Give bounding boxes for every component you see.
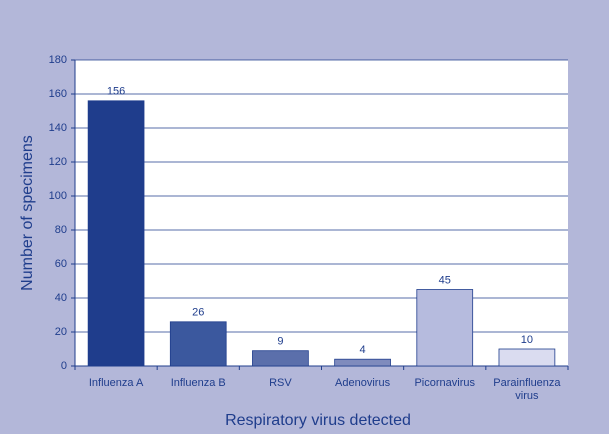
bar [498, 348, 556, 367]
y-tick-label: 60 [55, 258, 67, 270]
value-label: 4 [360, 344, 366, 356]
value-label: 9 [277, 336, 283, 348]
y-tick-label: 100 [49, 190, 67, 202]
bar [87, 100, 145, 367]
value-label: 45 [439, 274, 451, 286]
x-tick-label: Parainfluenza virus [493, 377, 561, 402]
bar [169, 321, 227, 367]
y-tick-label: 80 [55, 224, 67, 236]
x-tick-label: Adenovirus [335, 377, 391, 389]
x-tick-label: RSV [269, 377, 292, 389]
bar [416, 289, 474, 367]
y-tick-label: 40 [55, 292, 67, 304]
y-tick-label: 120 [49, 156, 67, 168]
value-label: 10 [521, 334, 533, 346]
y-tick-label: 20 [55, 326, 67, 338]
y-tick-label: 160 [49, 88, 67, 100]
plot-area [75, 60, 568, 366]
y-axis-title: Number of specimens [19, 135, 36, 291]
x-tick-label: Picornavirus [414, 377, 475, 389]
x-tick-label: Influenza A [88, 377, 144, 389]
value-label: 26 [192, 307, 204, 319]
y-tick-label: 140 [49, 122, 67, 134]
x-tick-label: Influenza B [170, 377, 226, 389]
y-tick-label: 0 [61, 360, 67, 372]
value-label: 156 [107, 86, 125, 98]
y-tick-label: 180 [49, 54, 67, 66]
bar [334, 358, 391, 367]
bar [252, 350, 309, 367]
x-axis-title: Respiratory virus detected [225, 412, 411, 429]
